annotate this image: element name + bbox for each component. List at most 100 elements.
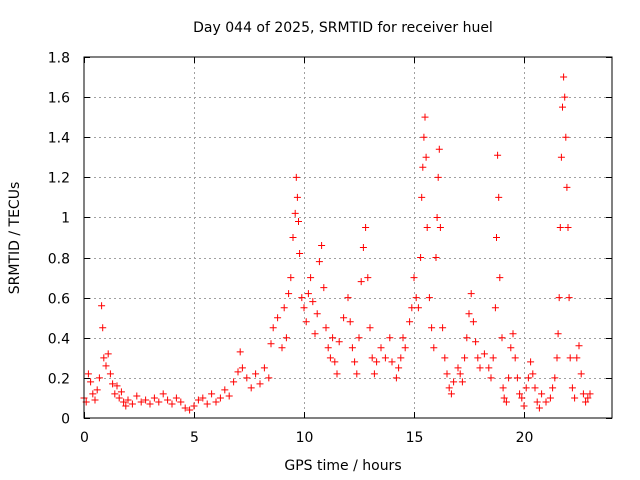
x-tick-label: 10 (296, 430, 314, 446)
data-point (533, 398, 541, 406)
data-point (98, 302, 106, 310)
x-axis-label: GPS time / hours (284, 458, 401, 474)
data-point (417, 254, 425, 262)
data-point (155, 398, 163, 406)
y-tick-label: 1.4 (48, 131, 70, 147)
data-point (315, 258, 323, 266)
data-point (225, 392, 233, 400)
y-tick-label: 0.8 (48, 252, 70, 268)
data-point (386, 334, 394, 342)
data-point (109, 380, 117, 388)
data-point (221, 386, 229, 394)
data-point (113, 382, 121, 390)
data-point (93, 386, 101, 394)
data-point (435, 145, 443, 153)
data-point (302, 318, 310, 326)
data-point (274, 314, 282, 322)
y-tick-label: 0.6 (48, 292, 70, 308)
x-tick-label: 0 (80, 430, 89, 446)
data-point (513, 374, 521, 382)
data-point (164, 396, 172, 404)
data-point (362, 223, 370, 231)
data-point (295, 217, 302, 225)
data-point (117, 388, 125, 396)
data-point (377, 344, 385, 352)
data-point (509, 330, 517, 338)
data-point (436, 223, 444, 231)
data-point (287, 274, 295, 282)
data-point (498, 334, 506, 342)
data-point (260, 364, 268, 372)
data-point (102, 362, 110, 370)
data-point (566, 354, 574, 362)
data-point (494, 151, 502, 159)
data-point (546, 394, 554, 402)
data-point (265, 374, 273, 382)
data-point (289, 234, 297, 241)
data-point (564, 223, 572, 231)
data-point (381, 354, 389, 362)
data-point (499, 384, 507, 392)
data-point (282, 334, 290, 342)
data-point (542, 398, 550, 406)
data-point (142, 396, 150, 404)
data-point (507, 344, 515, 352)
data-point (529, 370, 537, 378)
data-point (563, 183, 571, 191)
data-point (496, 274, 504, 282)
data-point (463, 334, 471, 342)
data-point (137, 398, 145, 406)
data-point (579, 390, 587, 398)
data-point (419, 163, 427, 171)
data-point (111, 390, 119, 398)
data-point (568, 384, 576, 392)
data-point (493, 234, 500, 241)
y-tick-label: 0.2 (48, 372, 70, 388)
data-points (80, 73, 594, 414)
data-point (555, 294, 563, 302)
data-point (322, 324, 330, 332)
data-point (313, 310, 321, 318)
data-point (216, 394, 224, 402)
data-point (410, 274, 418, 282)
y-tick-label: 0 (61, 412, 70, 428)
data-point (348, 344, 356, 352)
data-point (491, 304, 499, 312)
data-point (450, 378, 458, 386)
chart-title: Day 044 of 2025, SRMTID for receiver hue… (193, 20, 493, 36)
data-point (324, 344, 332, 352)
plot-frame (83, 56, 613, 419)
data-point (559, 103, 566, 111)
grid-lines (84, 57, 612, 418)
data-point (335, 338, 343, 346)
data-point (370, 370, 378, 378)
data-point (467, 290, 475, 298)
data-point (474, 354, 482, 362)
data-point (485, 364, 493, 372)
data-point (104, 350, 112, 358)
data-point (177, 398, 185, 406)
data-point (84, 370, 92, 378)
data-point (430, 344, 438, 352)
data-point (414, 304, 422, 312)
data-point (212, 398, 220, 406)
data-point (95, 374, 103, 382)
data-point (392, 374, 400, 382)
data-point (524, 374, 532, 382)
data-point (99, 324, 107, 332)
data-point (373, 358, 381, 366)
data-point (439, 324, 447, 332)
data-point (487, 374, 495, 382)
data-point (300, 304, 308, 312)
data-point (447, 390, 455, 398)
data-point (518, 394, 526, 402)
data-point (208, 390, 216, 398)
data-point (561, 93, 569, 101)
data-point (122, 402, 130, 410)
y-tick-label: 1.2 (48, 171, 70, 187)
data-point (495, 193, 503, 201)
data-point (87, 378, 95, 386)
data-point (238, 364, 246, 372)
data-point (194, 396, 202, 404)
